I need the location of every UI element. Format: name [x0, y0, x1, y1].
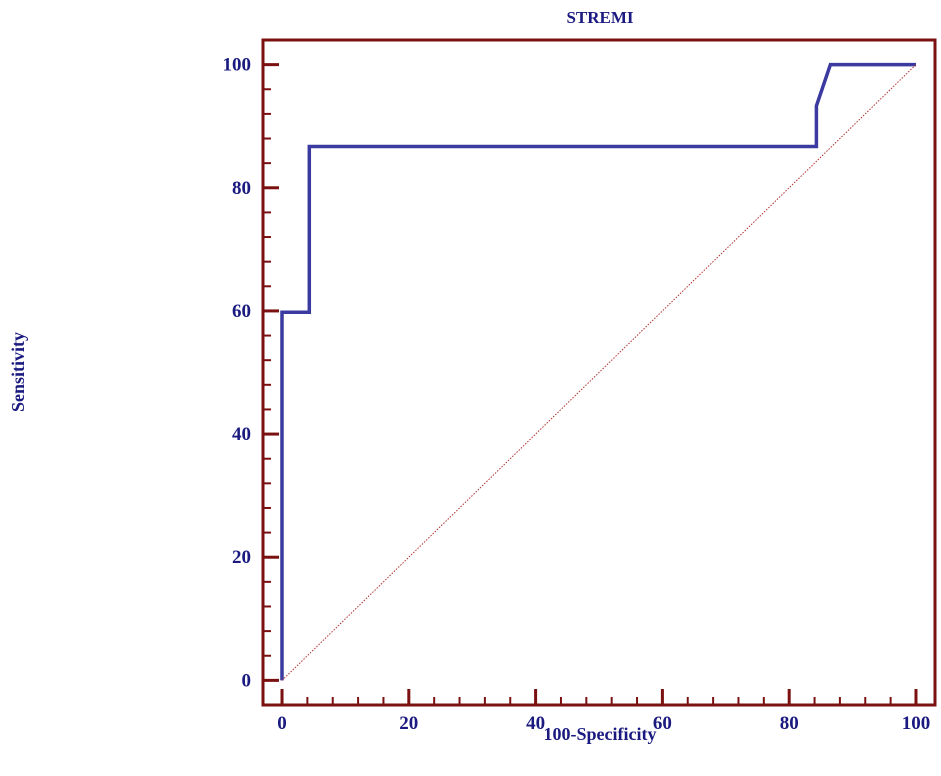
y-tick-label: 0 [242, 670, 252, 691]
x-tick-label: 100 [902, 713, 931, 734]
x-tick-label: 0 [277, 713, 287, 734]
x-tick-label: 60 [653, 713, 672, 734]
reference-diagonal-line [281, 64, 917, 681]
x-tick-label: 20 [399, 713, 418, 734]
plot-frame [261, 38, 937, 707]
y-axis-title: Sensitivity [8, 332, 28, 412]
chart-title: STREMI [566, 8, 633, 27]
x-axis-title: 100-Specificity [544, 724, 657, 744]
roc-curve-line [280, 62, 916, 681]
y-tick-label: 80 [232, 178, 251, 199]
y-tick-label: 100 [223, 55, 252, 76]
y-tick-label: 40 [232, 424, 251, 445]
y-tick-label: 60 [232, 301, 251, 322]
x-tick-label: 80 [780, 713, 799, 734]
y-tick-label: 20 [232, 547, 251, 568]
x-tick-label: 40 [526, 713, 545, 734]
plot-area: 0 20 40 60 80 100 0 20 40 60 80 100 [223, 38, 937, 734]
